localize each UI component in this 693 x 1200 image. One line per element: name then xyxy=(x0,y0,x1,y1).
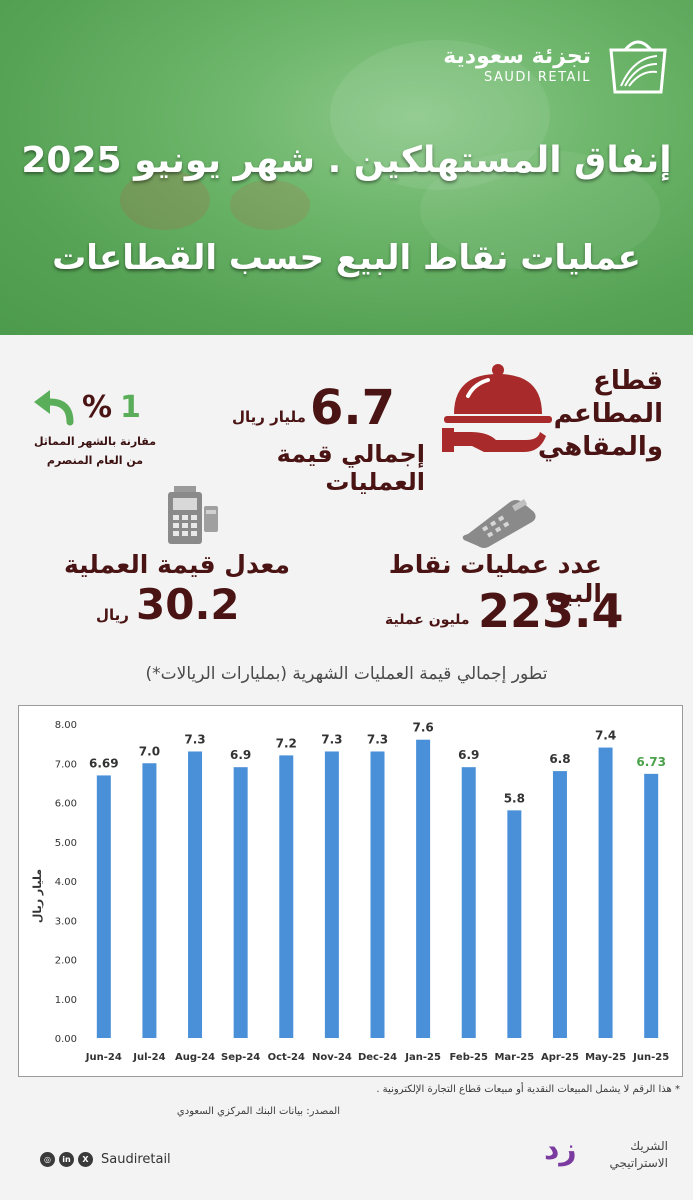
x-tick-label: Jan-25 xyxy=(404,1052,441,1063)
chart-container: مليار ريال 0.00 1.00 2.00 3.00 4.00 5.00 6.00 7… xyxy=(18,705,683,1077)
bar xyxy=(507,810,522,1038)
bar-value-label: 7.3 xyxy=(184,732,205,746)
background-tomato xyxy=(230,180,310,230)
background-tomato xyxy=(120,170,210,230)
bar-value-label: 7.3 xyxy=(367,732,388,746)
chart-title: تطور إجمالي قيمة العمليات الشهرية (بمليا… xyxy=(145,664,548,684)
y-tick-label: 7.00 xyxy=(55,759,77,770)
y-tick-label: 0.00 xyxy=(55,1034,77,1045)
x-icon[interactable]: X xyxy=(78,1152,93,1167)
logo-arabic: تجزئة سعودية xyxy=(443,44,591,69)
sector-title: قطاع المطاعم والمقاهي xyxy=(537,366,663,462)
arrow-up-icon xyxy=(34,390,74,426)
y-tick-label: 1.00 xyxy=(55,995,77,1006)
x-tick-label: Sep-24 xyxy=(221,1052,260,1063)
y-tick-label: 2.00 xyxy=(55,956,77,967)
y-tick-label: 3.00 xyxy=(55,916,77,927)
x-tick-label: Oct-24 xyxy=(268,1052,305,1063)
bar-value-label: 6.69 xyxy=(89,756,119,770)
bar xyxy=(461,767,476,1038)
x-tick-label: Apr-25 xyxy=(541,1052,579,1063)
bar-value-label: 6.9 xyxy=(230,748,251,762)
x-tick-label: Mar-25 xyxy=(494,1052,534,1063)
x-tick-label: Jun-25 xyxy=(632,1052,669,1063)
x-tick-label: Nov-24 xyxy=(312,1052,352,1063)
footnote: * هذا الرقم لا يشمل المبيعات النقدية أو … xyxy=(376,1084,680,1095)
shopping-bag-icon xyxy=(609,40,667,94)
bar-value-label: 7.3 xyxy=(321,732,342,746)
x-tick-label: May-25 xyxy=(585,1052,626,1063)
avg-value-label: معدل قيمة العملية xyxy=(63,550,290,579)
bar xyxy=(644,773,659,1038)
page-title: إنفاق المستهلكين . شهر يونيو 2025 xyxy=(21,140,672,181)
bar-value-label: 6.9 xyxy=(458,748,479,762)
bar-value-label: 7.6 xyxy=(412,721,433,735)
globe-icon[interactable]: ◎ xyxy=(40,1152,55,1167)
pos-terminal-icon xyxy=(168,486,218,544)
bar xyxy=(188,751,203,1038)
y-tick-label: 4.00 xyxy=(55,877,77,888)
background-food-image xyxy=(330,40,550,190)
saudi-retail-logo: تجزئة سعودية SAUDI RETAIL xyxy=(443,36,673,94)
header-banner: تجزئة سعودية SAUDI RETAIL إنفاق المستهلك… xyxy=(0,0,693,335)
change-note-line2: من العام المنصرم xyxy=(46,454,144,467)
linkedin-icon[interactable]: in xyxy=(59,1152,74,1167)
background-wrap xyxy=(420,150,660,270)
partner-line1: الشريك xyxy=(630,1139,668,1153)
avg-value-unit: ريال xyxy=(96,606,129,624)
y-tick-label: 5.00 xyxy=(55,838,77,849)
y-tick-label: 8.00 xyxy=(55,720,77,731)
total-value-label: إجمالي قيمة العمليات xyxy=(276,440,425,496)
change-note-line1: مقارنة بالشهر المماثل xyxy=(33,435,157,448)
bar-value-label: 6.73 xyxy=(636,755,666,769)
count-label: عدد عمليات نقاط البيع xyxy=(388,550,602,608)
avg-value: 30.2 xyxy=(136,580,240,629)
bar-value-label: 7.2 xyxy=(276,736,297,750)
y-tick-label: 6.00 xyxy=(55,799,77,810)
cloche-icon xyxy=(442,364,552,452)
bar-chart: مليار ريال 0.00 1.00 2.00 3.00 4.00 5.00 6.00 7… xyxy=(31,720,669,1063)
x-tick-label: Jun-24 xyxy=(85,1052,122,1063)
social-handle[interactable]: Saudiretail xyxy=(101,1152,171,1167)
count-unit: مليون عملية xyxy=(385,612,470,628)
change-percent-sign: % xyxy=(82,390,113,425)
page-subtitle: عمليات نقاط البيع حسب القطاعات xyxy=(52,238,641,278)
x-tick-label: Dec-24 xyxy=(358,1052,397,1063)
y-axis-label: مليار ريال xyxy=(31,869,44,923)
bar xyxy=(142,763,157,1038)
change-percent-value: 1 xyxy=(120,390,141,425)
count-value: 223.4 xyxy=(478,584,624,638)
bar-value-label: 7.0 xyxy=(139,744,160,758)
source-note: المصدر: بيانات البنك المركزي السعودي xyxy=(176,1106,340,1117)
bar xyxy=(96,775,111,1038)
bar xyxy=(598,747,613,1038)
bar xyxy=(233,767,248,1038)
zid-logo: زد xyxy=(544,1132,577,1167)
bar xyxy=(324,751,339,1038)
logo-english: SAUDI RETAIL xyxy=(483,70,591,85)
bar-value-label: 5.8 xyxy=(504,791,525,805)
total-value-unit: مليار ريال xyxy=(232,408,306,426)
x-tick-label: Jul-24 xyxy=(132,1052,165,1063)
change-note: مقارنة بالشهر المماثل من العام المنصرم xyxy=(20,432,170,470)
x-tick-label: Feb-25 xyxy=(450,1052,488,1063)
total-value: 6.7 xyxy=(310,380,396,436)
bar xyxy=(279,755,294,1038)
bar xyxy=(552,771,567,1038)
bar xyxy=(416,739,431,1038)
card-reader-icon xyxy=(462,499,536,548)
bar xyxy=(370,751,385,1038)
x-tick-label: Aug-24 xyxy=(175,1052,215,1063)
social-links: ◎ in X Saudiretail xyxy=(40,1152,171,1167)
bar-value-label: 7.4 xyxy=(595,729,616,743)
partner-label: الشريك الاستراتيجي xyxy=(588,1138,668,1172)
bar-value-label: 6.8 xyxy=(549,752,570,766)
partner-line2: الاستراتيجي xyxy=(609,1156,668,1170)
